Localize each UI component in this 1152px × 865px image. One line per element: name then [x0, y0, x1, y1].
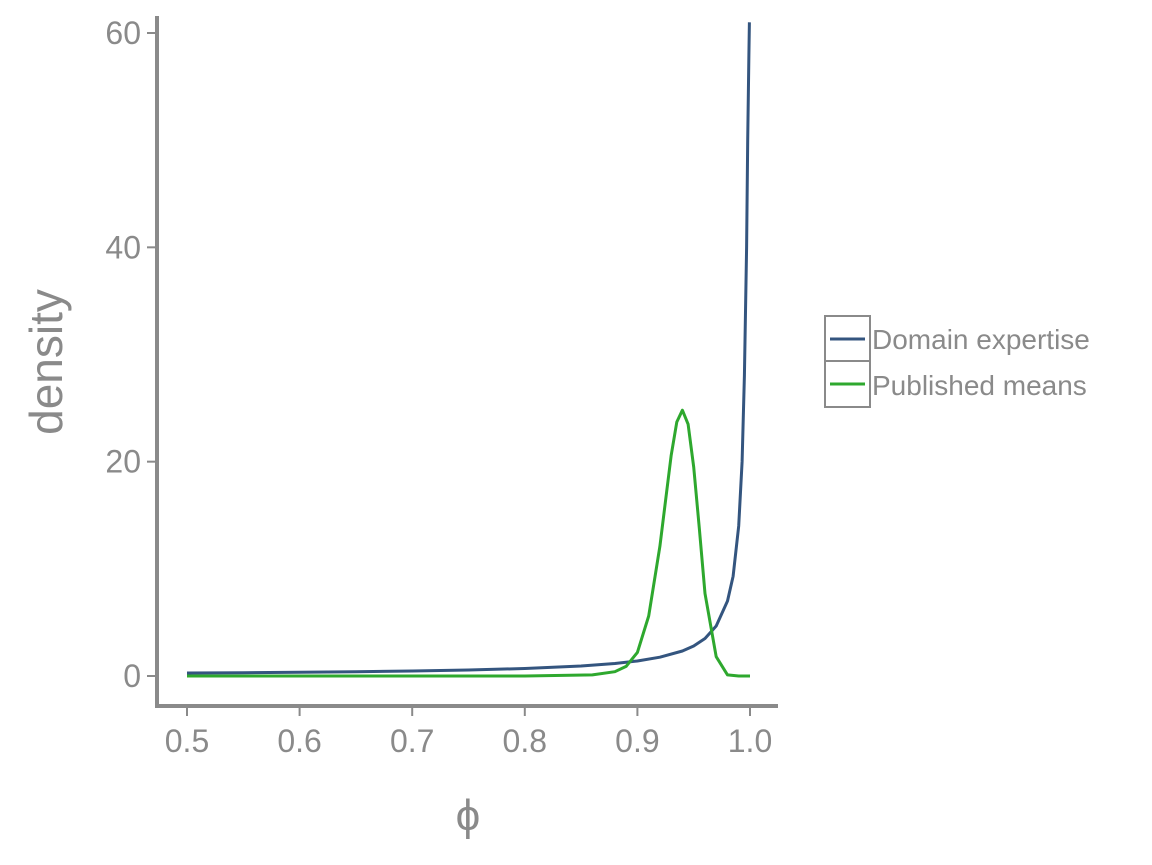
- x-tick-label: 1.0: [728, 723, 772, 759]
- legend-label-domain-expertise: Domain expertise: [872, 324, 1090, 355]
- legend: Domain expertise Published means: [824, 315, 1090, 408]
- x-tick-label: 0.7: [390, 723, 434, 759]
- y-tick-label: 0: [123, 658, 141, 694]
- y-axis-title: density: [20, 289, 72, 435]
- x-axis-title: ϕ: [456, 791, 481, 840]
- y-ticks: 0 20 40 60: [105, 15, 157, 694]
- y-tick-label: 40: [105, 229, 141, 265]
- series-line-domain-expertise: [186, 22, 751, 675]
- y-tick-label: 60: [105, 15, 141, 51]
- series-line-published-means: [187, 408, 750, 678]
- series-group: [186, 22, 751, 678]
- x-ticks: 0.5 0.6 0.7 0.8 0.9 1.0: [165, 706, 772, 759]
- y-tick-label: 20: [105, 444, 141, 480]
- x-tick-label: 0.5: [165, 723, 209, 759]
- x-tick-label: 0.8: [503, 723, 547, 759]
- axes: [155, 16, 778, 708]
- x-tick-label: 0.6: [277, 723, 321, 759]
- legend-label-published-means: Published means: [872, 370, 1087, 401]
- x-tick-label: 0.9: [615, 723, 659, 759]
